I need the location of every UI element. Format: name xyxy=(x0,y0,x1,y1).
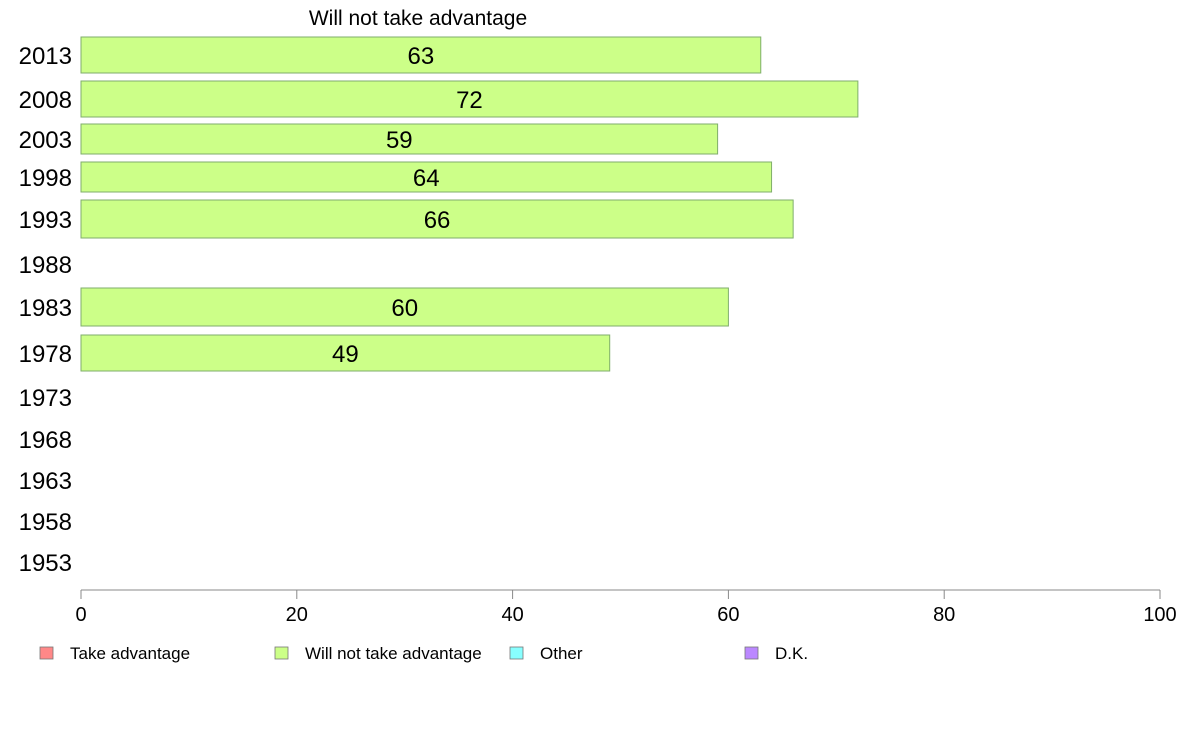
bar xyxy=(80,199,794,239)
bar-value-label: 49 xyxy=(332,341,359,368)
legend-label: Other xyxy=(540,644,583,663)
x-tick-label: 20 xyxy=(286,604,308,626)
bar xyxy=(80,80,859,118)
category-label: 1968 xyxy=(19,427,72,454)
bar xyxy=(80,287,729,327)
category-label: 1998 xyxy=(19,165,72,192)
category-label: 1973 xyxy=(19,385,72,412)
category-label: 1988 xyxy=(19,252,72,279)
legend-swatch xyxy=(274,646,289,660)
legend: Take advantage Will not take advantage Oth… xyxy=(39,644,808,663)
legend-swatch xyxy=(509,646,524,660)
legend-swatch xyxy=(744,646,759,660)
bars-layer: 2013 63 2008 72 2003 59 1998 64 1993 66 1988 1983 60… xyxy=(19,36,859,577)
x-tick-label: 60 xyxy=(717,604,739,626)
x-tick-label: 80 xyxy=(933,604,955,626)
category-label: 1953 xyxy=(19,550,72,577)
category-label: 1958 xyxy=(19,509,72,536)
bar-value-label: 64 xyxy=(413,165,440,192)
category-label: 2003 xyxy=(19,127,72,154)
legend-label: Will not take advantage xyxy=(305,644,482,663)
bar-value-label: 63 xyxy=(408,43,435,70)
x-tick-label: 0 xyxy=(75,604,86,626)
category-label: 1983 xyxy=(19,295,72,322)
legend-label: Take advantage xyxy=(70,644,190,663)
x-axis: 0 20 40 60 80 100 xyxy=(75,589,1177,626)
category-label: 2008 xyxy=(19,87,72,114)
legend-swatch xyxy=(39,646,54,660)
bar-value-label: 60 xyxy=(391,295,418,322)
chart-title: Will not take advantage xyxy=(309,7,527,30)
bar-value-label: 66 xyxy=(424,207,451,234)
bar xyxy=(80,123,719,155)
x-tick-label: 100 xyxy=(1143,604,1176,626)
category-label: 2013 xyxy=(19,43,72,70)
bar xyxy=(80,36,762,74)
bar xyxy=(80,161,773,193)
bar xyxy=(80,334,611,372)
bar-value-label: 59 xyxy=(386,127,413,154)
x-tick-label: 40 xyxy=(501,604,523,626)
legend-label: D.K. xyxy=(775,644,808,663)
category-label: 1993 xyxy=(19,207,72,234)
category-label: 1963 xyxy=(19,468,72,495)
category-label: 1978 xyxy=(19,341,72,368)
bar-value-label: 72 xyxy=(456,87,483,114)
